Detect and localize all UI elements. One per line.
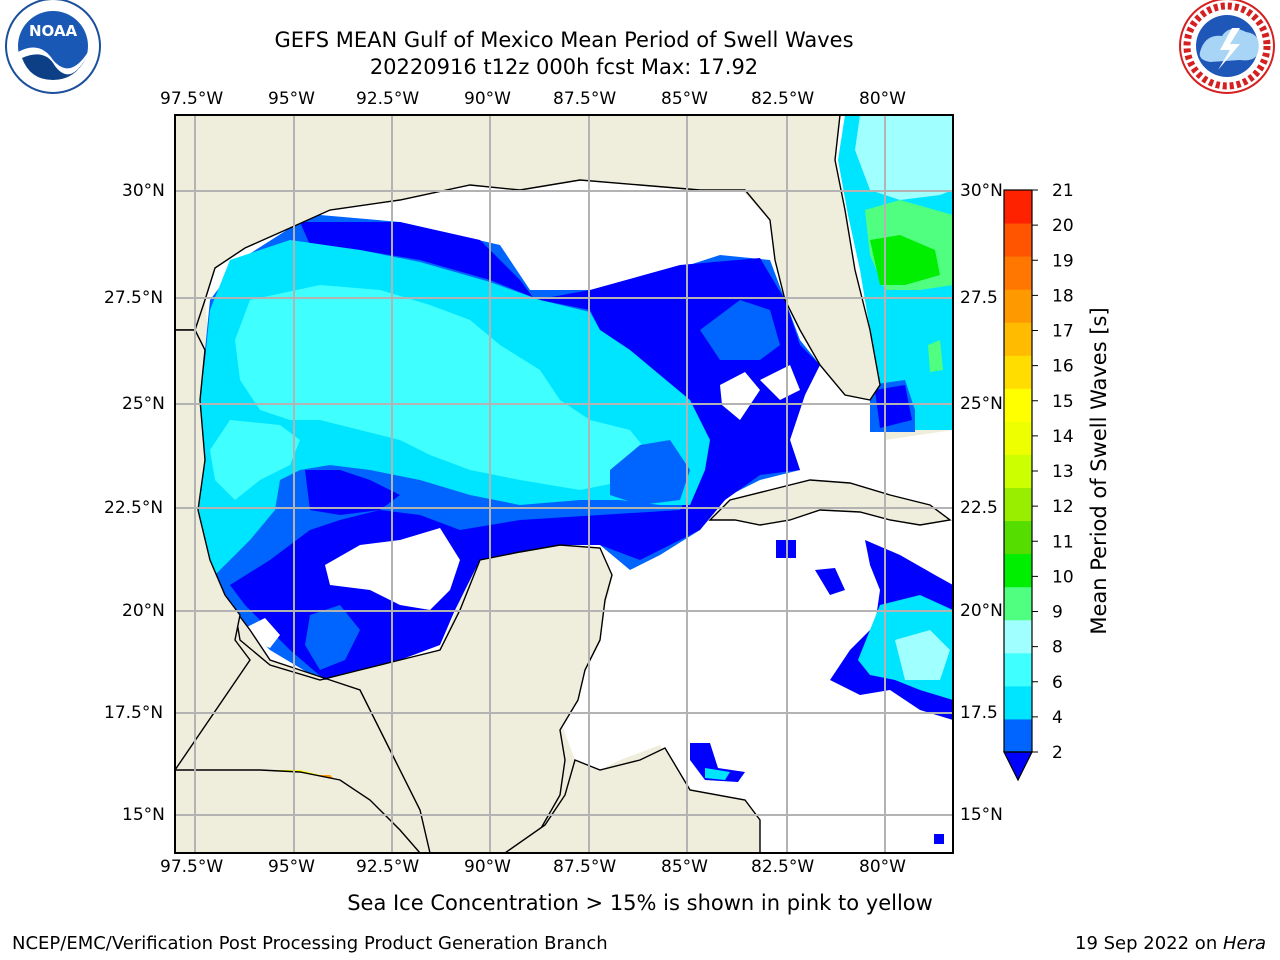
lon-label-bottom: 82.5°W — [751, 857, 815, 877]
colorbar-segment — [1004, 421, 1032, 455]
colorbar-segment — [1004, 487, 1032, 522]
cuba-land — [708, 479, 952, 526]
lon-label-top: 95°W — [268, 89, 315, 109]
lon-label-bottom: 90°W — [464, 857, 511, 877]
lon-label-top: 87.5°W — [553, 89, 617, 109]
lon-label-bottom: 95°W — [268, 857, 315, 877]
colorbar-segment — [1004, 355, 1032, 389]
colorbar-tick-label: 10 — [1052, 567, 1074, 587]
lat-label-left: 25°N — [122, 394, 165, 414]
mexico-west-land — [175, 329, 251, 772]
colorbar-tick-label: 8 — [1052, 638, 1063, 658]
chart-title: GEFS MEAN Gulf of Mexico Mean Period of … — [274, 28, 854, 52]
colorbar-tick-label: 13 — [1052, 462, 1074, 482]
colorbar-segment — [1004, 388, 1032, 422]
lon-label-top: 90°W — [464, 89, 511, 109]
lat-label-left: 30°N — [122, 181, 165, 201]
lon-label-bottom: 97.5°W — [160, 857, 224, 877]
lat-label-right: 20°N — [960, 601, 1003, 621]
colorbar-segment — [1004, 190, 1032, 224]
ice-note-text: Sea Ice Concentration > 15% is shown in … — [347, 891, 933, 915]
lat-label-left: 15°N — [122, 805, 165, 825]
colorbar-tick-label: 12 — [1052, 497, 1074, 517]
colorbar-segment — [1004, 553, 1032, 588]
colorbar-segment — [1004, 652, 1032, 687]
date-label: 19 Sep 2022 on — [1075, 933, 1223, 954]
colorbar-tick-label: 19 — [1052, 251, 1074, 271]
colorbar-segment — [1004, 289, 1032, 323]
noaa-text: NOAA — [29, 22, 78, 40]
lon-label-top: 92.5°W — [356, 89, 420, 109]
colorbar-tick-label: 11 — [1052, 532, 1074, 552]
ice-note: Sea Ice Concentration > 15% is shown in … — [0, 891, 1280, 915]
colorbar-segment — [1004, 322, 1032, 356]
colorbar-tick-label: 9 — [1052, 603, 1063, 623]
lat-label-right: 22.5 — [960, 498, 998, 518]
lat-label-right: 15°N — [960, 805, 1003, 825]
lon-label-top: 80°W — [859, 89, 906, 109]
central-america-land — [503, 747, 761, 853]
lat-label-left: 22.5°N — [104, 498, 164, 518]
graticule — [175, 115, 953, 853]
map-frame — [174, 114, 954, 854]
lat-label-right: 30°N — [960, 181, 1003, 201]
date-text: 19 Sep 2022 on Hera — [1075, 933, 1266, 954]
credit-text: NCEP/EMC/Verification Post Processing Pr… — [12, 933, 608, 954]
lon-label-bottom: 92.5°W — [356, 857, 420, 877]
colorbar-segment — [1004, 718, 1032, 753]
colorbar-tick-label: 17 — [1052, 322, 1074, 342]
colorbar-segment — [1004, 619, 1032, 654]
machine-name: Hera — [1222, 933, 1266, 954]
colorbar-segment — [1004, 454, 1032, 489]
colorbar-extend-arrow — [1003, 751, 1033, 782]
yucatan-land — [175, 544, 613, 853]
noaa-logo: NOAA — [5, 0, 101, 94]
nws-logo — [1179, 0, 1275, 94]
lon-label-top: 97.5°W — [160, 89, 224, 109]
lon-label-bottom: 85°W — [661, 857, 708, 877]
lon-label-bottom: 80°W — [859, 857, 906, 877]
colorbar-label: Mean Period of Swell Waves [s] — [1087, 307, 1111, 634]
colorbar-segment — [1004, 586, 1032, 621]
lon-label-bottom: 87.5°W — [553, 857, 617, 877]
colorbar-tick-label: 21 — [1052, 181, 1074, 201]
lat-label-left: 27.5°N — [104, 288, 164, 308]
colorbar-tick-label: 20 — [1052, 216, 1074, 236]
colorbar-tick-label: 16 — [1052, 357, 1074, 377]
colorbar-segment — [1004, 223, 1032, 257]
colorbar-tick-label: 2 — [1052, 743, 1063, 763]
colorbar-tick-label: 14 — [1052, 427, 1074, 447]
lon-label-top: 82.5°W — [751, 89, 815, 109]
chart-subtitle: 20220916 t12z 000h fcst Max: 17.92 — [369, 55, 759, 79]
colorbar-tick-label: 18 — [1052, 286, 1074, 306]
swell-period-shading — [175, 115, 953, 853]
lat-label-right: 27.5 — [960, 288, 998, 308]
lon-label-top: 85°W — [661, 89, 708, 109]
colorbar-tick-label: 6 — [1052, 673, 1063, 693]
colorbar-tick-label: 15 — [1052, 392, 1074, 412]
colorbar-segment — [1004, 520, 1032, 555]
lat-label-right: 25°N — [960, 394, 1003, 414]
colorbar-tick-label: 4 — [1052, 708, 1063, 728]
colorbar-segment — [1004, 685, 1032, 720]
lat-label-left: 20°N — [122, 601, 165, 621]
colorbar-segment — [1004, 256, 1032, 290]
colorbar: 21 20 19 18 17 16 15 14 13 12 11 10 9 8 6 4 2 — [1003, 181, 1074, 782]
lat-label-left: 17.5°N — [104, 703, 164, 723]
lat-label-right: 17.5 — [960, 703, 998, 723]
